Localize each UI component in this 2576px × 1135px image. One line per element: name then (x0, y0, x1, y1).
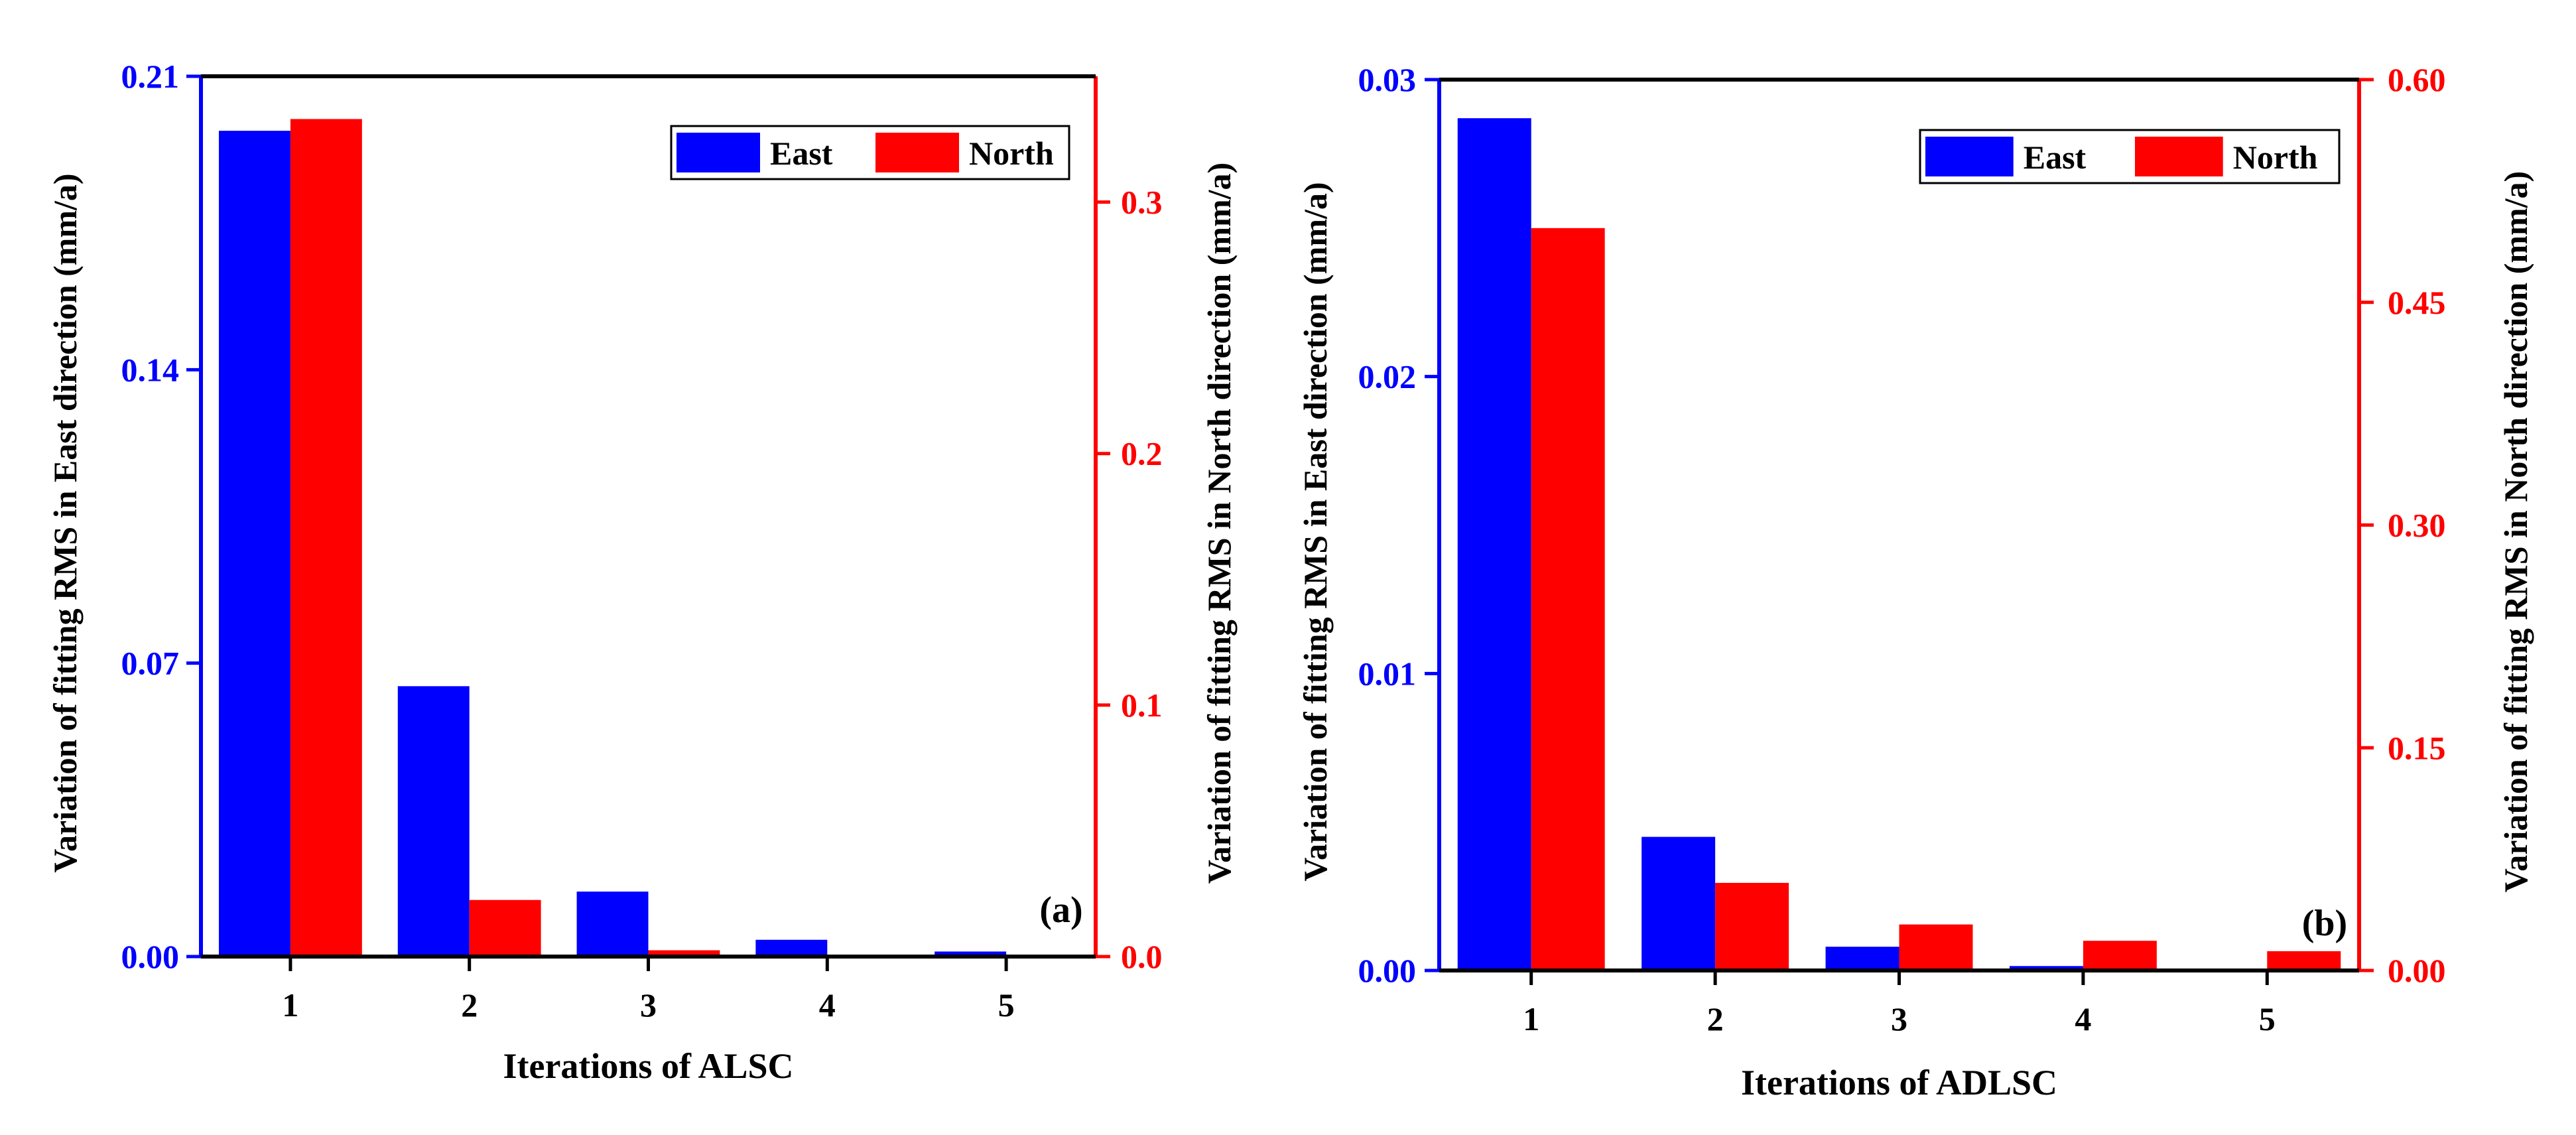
x-tick-label: 3 (640, 986, 657, 1024)
left-tick-label: 0.00 (1358, 952, 1417, 989)
left-y-axis-title: Variation of fitting RMS in East directi… (1297, 182, 1334, 881)
left-tick-label: 0.21 (121, 58, 180, 95)
legend-swatch-north (2135, 137, 2223, 176)
bar-north (469, 900, 541, 957)
legend-swatch-north (875, 133, 959, 172)
legend-swatch-east (1925, 137, 2014, 176)
legend-label-north: North (2233, 139, 2318, 176)
legend-label-north: North (969, 135, 1054, 172)
x-tick-label: 5 (2259, 1000, 2276, 1037)
x-tick-label: 4 (2075, 1000, 2091, 1037)
panel-label: (a) (1039, 890, 1082, 931)
right-tick-label: 0.00 (2388, 952, 2446, 989)
left-tick-label: 0.03 (1358, 61, 1417, 98)
legend-label-east: East (2024, 139, 2087, 176)
bar-east (934, 951, 1007, 957)
right-tick-label: 0.0 (1121, 938, 1163, 975)
left-y-axis-title: Variation of fitting RMS in East directi… (46, 173, 84, 872)
right-y-axis-title: Variation of fitting RMS in North direct… (1200, 163, 1238, 884)
chart-panel-b: 0.00 0.01 0.02 0.03 0.00 0.15 0.30 0.45 0.60 1 2 3 4… (1297, 61, 2534, 1102)
bar-east (1825, 947, 1900, 970)
bar-east (2009, 966, 2083, 970)
bar-east (397, 686, 470, 957)
left-tick-label: 0.07 (121, 645, 180, 682)
bar-north (648, 950, 720, 957)
x-tick-label: 2 (461, 986, 478, 1024)
x-axis-title: Iterations of ADLSC (1741, 1063, 2057, 1102)
right-tick-label: 0.1 (1121, 687, 1163, 724)
left-tick-label: 0.00 (121, 938, 180, 975)
right-tick-label: 0.60 (2388, 61, 2446, 98)
legend: East North (670, 125, 1070, 180)
right-tick-label: 0.15 (2388, 729, 2446, 766)
legend-swatch-east (676, 133, 760, 172)
x-tick-label: 3 (1891, 1000, 1907, 1037)
bar-north (1531, 228, 1605, 970)
right-tick-label: 0.30 (2388, 507, 2446, 544)
bar-north (1899, 924, 1973, 970)
bar-north (2267, 951, 2341, 970)
bar-east (755, 939, 828, 957)
bar-east (1457, 118, 1531, 971)
right-y-axis-title: Variation of fitting RMS in North direct… (2497, 171, 2534, 892)
left-tick-label: 0.14 (121, 351, 180, 388)
bar-north (290, 119, 362, 957)
left-tick-label: 0.02 (1358, 358, 1417, 395)
right-tick-label: 0.45 (2388, 284, 2446, 321)
right-tick-label: 0.2 (1121, 435, 1163, 472)
left-tick-label: 0.01 (1358, 655, 1417, 692)
legend-label-east: East (770, 135, 833, 172)
x-tick-label: 4 (819, 986, 836, 1024)
x-tick-label: 5 (998, 986, 1015, 1024)
bar-east (576, 892, 649, 957)
legend: East North (1919, 129, 2341, 184)
bar-north (2083, 941, 2157, 970)
x-tick-label: 2 (1707, 1000, 1724, 1037)
chart-panel-a: 0.00 0.07 0.14 0.21 0.0 0.1 0.2 0.3 1 2 3 4 5 Iterati… (46, 58, 1238, 1086)
bar-north (1715, 882, 1789, 970)
bar-east (1642, 836, 1716, 970)
panel-label: (b) (2302, 903, 2347, 944)
bar-east (218, 131, 290, 957)
x-axis-title: Iterations of ALSC (503, 1046, 793, 1086)
right-tick-label: 0.3 (1121, 184, 1163, 221)
x-tick-label: 1 (282, 986, 298, 1024)
x-tick-label: 1 (1523, 1000, 1539, 1037)
